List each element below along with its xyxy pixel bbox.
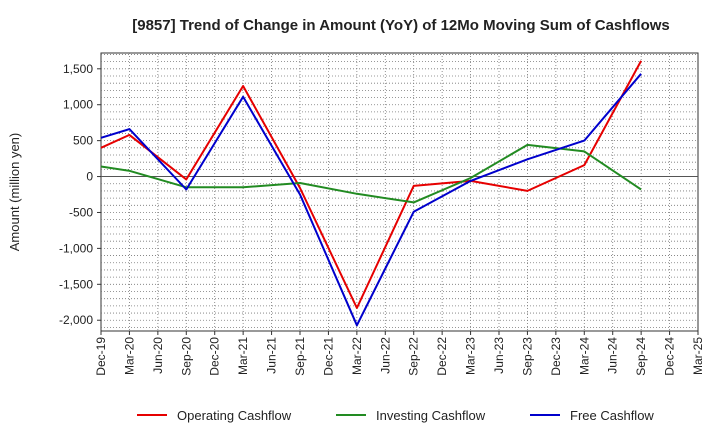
x-tick-label: Jun-22 (378, 337, 392, 374)
legend-label: Free Cashflow (570, 408, 654, 423)
x-tick-label: Mar-20 (122, 337, 136, 375)
grid (101, 53, 698, 331)
y-tick-label: -1,000 (59, 241, 93, 255)
x-tick-label: Mar-22 (350, 337, 364, 375)
x-axis-ticks: Dec-19 Mar-20 Jun-20 Sep-20 Dec-20 Mar-21 Jun-… (94, 331, 705, 376)
x-tick-label: Mar-25 (691, 337, 705, 375)
series-lines (100, 60, 642, 327)
x-tick-label: Dec-23 (549, 337, 563, 376)
series-line-2 (100, 73, 642, 327)
y-axis-ticks: -2,000 -1,500 -1,000 -500 0 500 1,000 1,500 (59, 62, 101, 327)
series-line-0 (100, 60, 642, 309)
legend-item: Operating Cashflow (137, 408, 292, 423)
x-tick-label: Mar-24 (577, 337, 591, 375)
x-tick-label: Jun-23 (492, 337, 506, 374)
x-tick-label: Dec-24 (663, 337, 677, 376)
plot-area (100, 52, 699, 332)
x-tick-label: Jun-21 (265, 337, 279, 374)
x-tick-label: Mar-23 (464, 337, 478, 375)
x-tick-label: Mar-21 (236, 337, 250, 375)
x-tick-label: Sep-22 (407, 337, 421, 376)
y-tick-label: -2,000 (59, 313, 93, 327)
legend: Operating Cashflow Investing Cashflow Free… (137, 408, 654, 423)
x-tick-label: Dec-21 (321, 337, 335, 376)
y-tick-label: 1,500 (63, 62, 93, 76)
y-tick-label: 0 (86, 170, 93, 184)
x-tick-label: Jun-20 (151, 337, 165, 374)
y-tick-label: 1,000 (63, 98, 93, 112)
x-tick-label: Dec-22 (435, 337, 449, 376)
y-axis-label: Amount (million yen) (7, 133, 22, 252)
x-tick-label: Jun-24 (606, 337, 620, 374)
x-tick-label: Dec-19 (94, 337, 108, 376)
legend-label: Investing Cashflow (376, 408, 486, 423)
x-tick-label: Sep-20 (179, 337, 193, 376)
y-tick-label: 500 (73, 134, 93, 148)
y-tick-label: -500 (69, 205, 93, 219)
legend-label: Operating Cashflow (177, 408, 292, 423)
x-tick-label: Sep-24 (634, 337, 648, 376)
legend-item: Free Cashflow (530, 408, 654, 423)
x-tick-label: Sep-21 (293, 337, 307, 376)
x-tick-label: Dec-20 (208, 337, 222, 376)
x-tick-label: Sep-23 (520, 337, 534, 376)
legend-item: Investing Cashflow (336, 408, 486, 423)
series-line-1 (100, 143, 642, 204)
chart-title: [9857] Trend of Change in Amount (YoY) o… (132, 17, 670, 34)
y-tick-label: -1,500 (59, 277, 93, 291)
